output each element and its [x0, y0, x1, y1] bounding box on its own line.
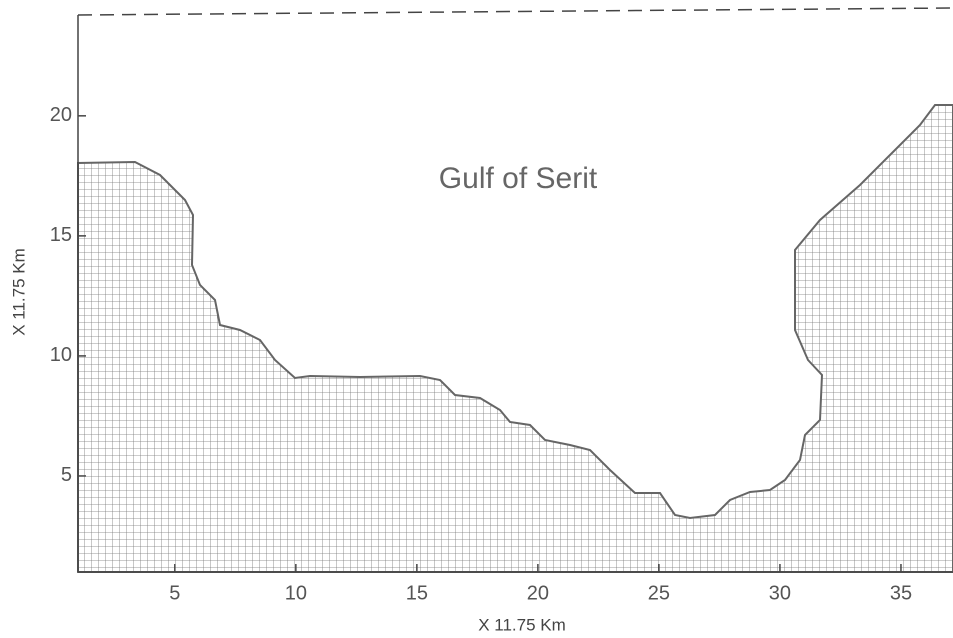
x-tick-label: 35	[890, 582, 912, 604]
x-tick-label: 30	[769, 582, 791, 604]
y-tick-label: 15	[50, 224, 72, 246]
y-axis-label: X 11.75 Km	[9, 248, 28, 336]
x-tick-label: 20	[527, 582, 549, 604]
map-title: Gulf of Serit	[439, 162, 598, 195]
x-tick-label: 15	[406, 582, 428, 604]
x-tick-label: 25	[648, 582, 670, 604]
top-boundary	[77, 7, 953, 16]
x-tick-label: 5	[169, 582, 180, 604]
y-tick-label: 10	[50, 344, 72, 366]
x-axis-label: X 11.75 Km	[478, 615, 566, 634]
x-tick-label: 10	[285, 582, 307, 604]
land-grid	[77, 104, 953, 573]
y-tick-label: 5	[61, 464, 72, 486]
y-tick-label: 20	[50, 104, 72, 126]
